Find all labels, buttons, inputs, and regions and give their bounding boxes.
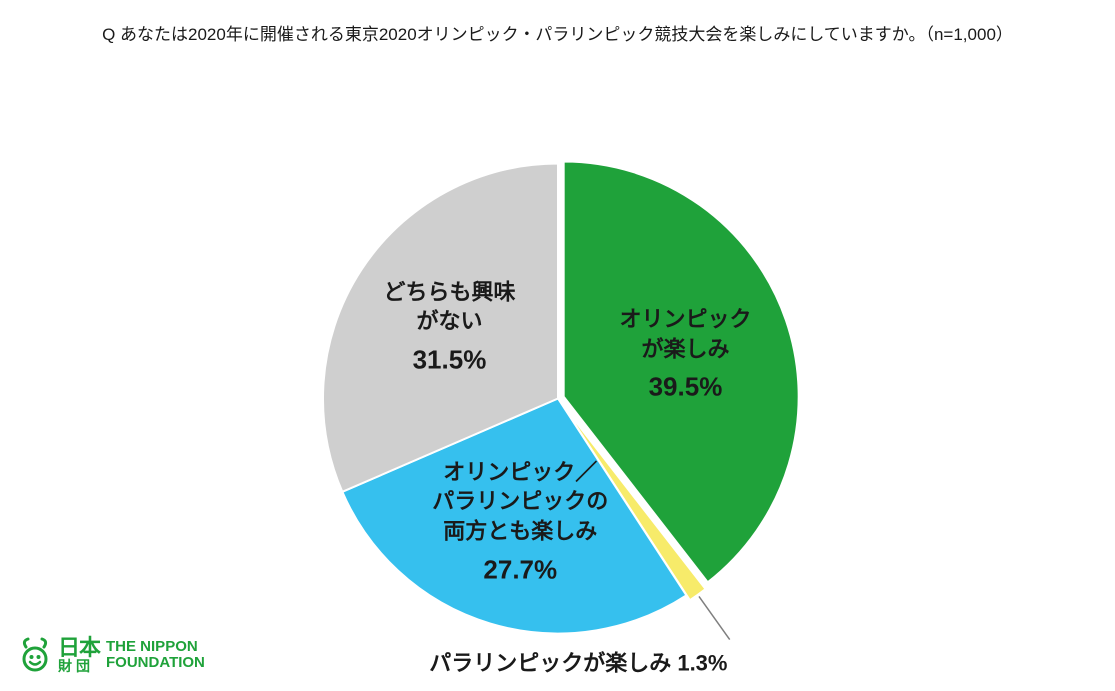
slice-label-olympic: オリンピックが楽しみ39.5% [619,304,751,404]
logo-en: THE NIPPON FOUNDATION [106,639,205,671]
logo-en-top: THE NIPPON [106,639,205,655]
logo-jp-top: 日本 [58,635,100,660]
logo-jp-bottom: 財団 [58,659,100,673]
logo-en-bottom: FOUNDATION [106,655,205,671]
logo-icon [18,637,52,673]
pie-chart: オリンピックが楽しみ39.5%パラリンピックが楽しみ 1.3%オリンピック／パラ… [298,138,818,663]
callout-line-paralympic [698,596,729,639]
logo-jp: 日本 財団 [58,637,100,673]
chart-title: Q あなたは2020年に開催される東京2020オリンピック・パラリンピック競技大… [0,20,1115,45]
slice-label-none: どちらも興味がない31.5% [383,277,515,377]
slice-label-both: オリンピック／パラリンピックの両方とも楽しみ27.7% [432,457,608,587]
slice-label-paralympic: パラリンピックが楽しみ 1.3% [429,645,727,677]
nippon-foundation-logo: 日本 財団 THE NIPPON FOUNDATION [18,637,205,673]
